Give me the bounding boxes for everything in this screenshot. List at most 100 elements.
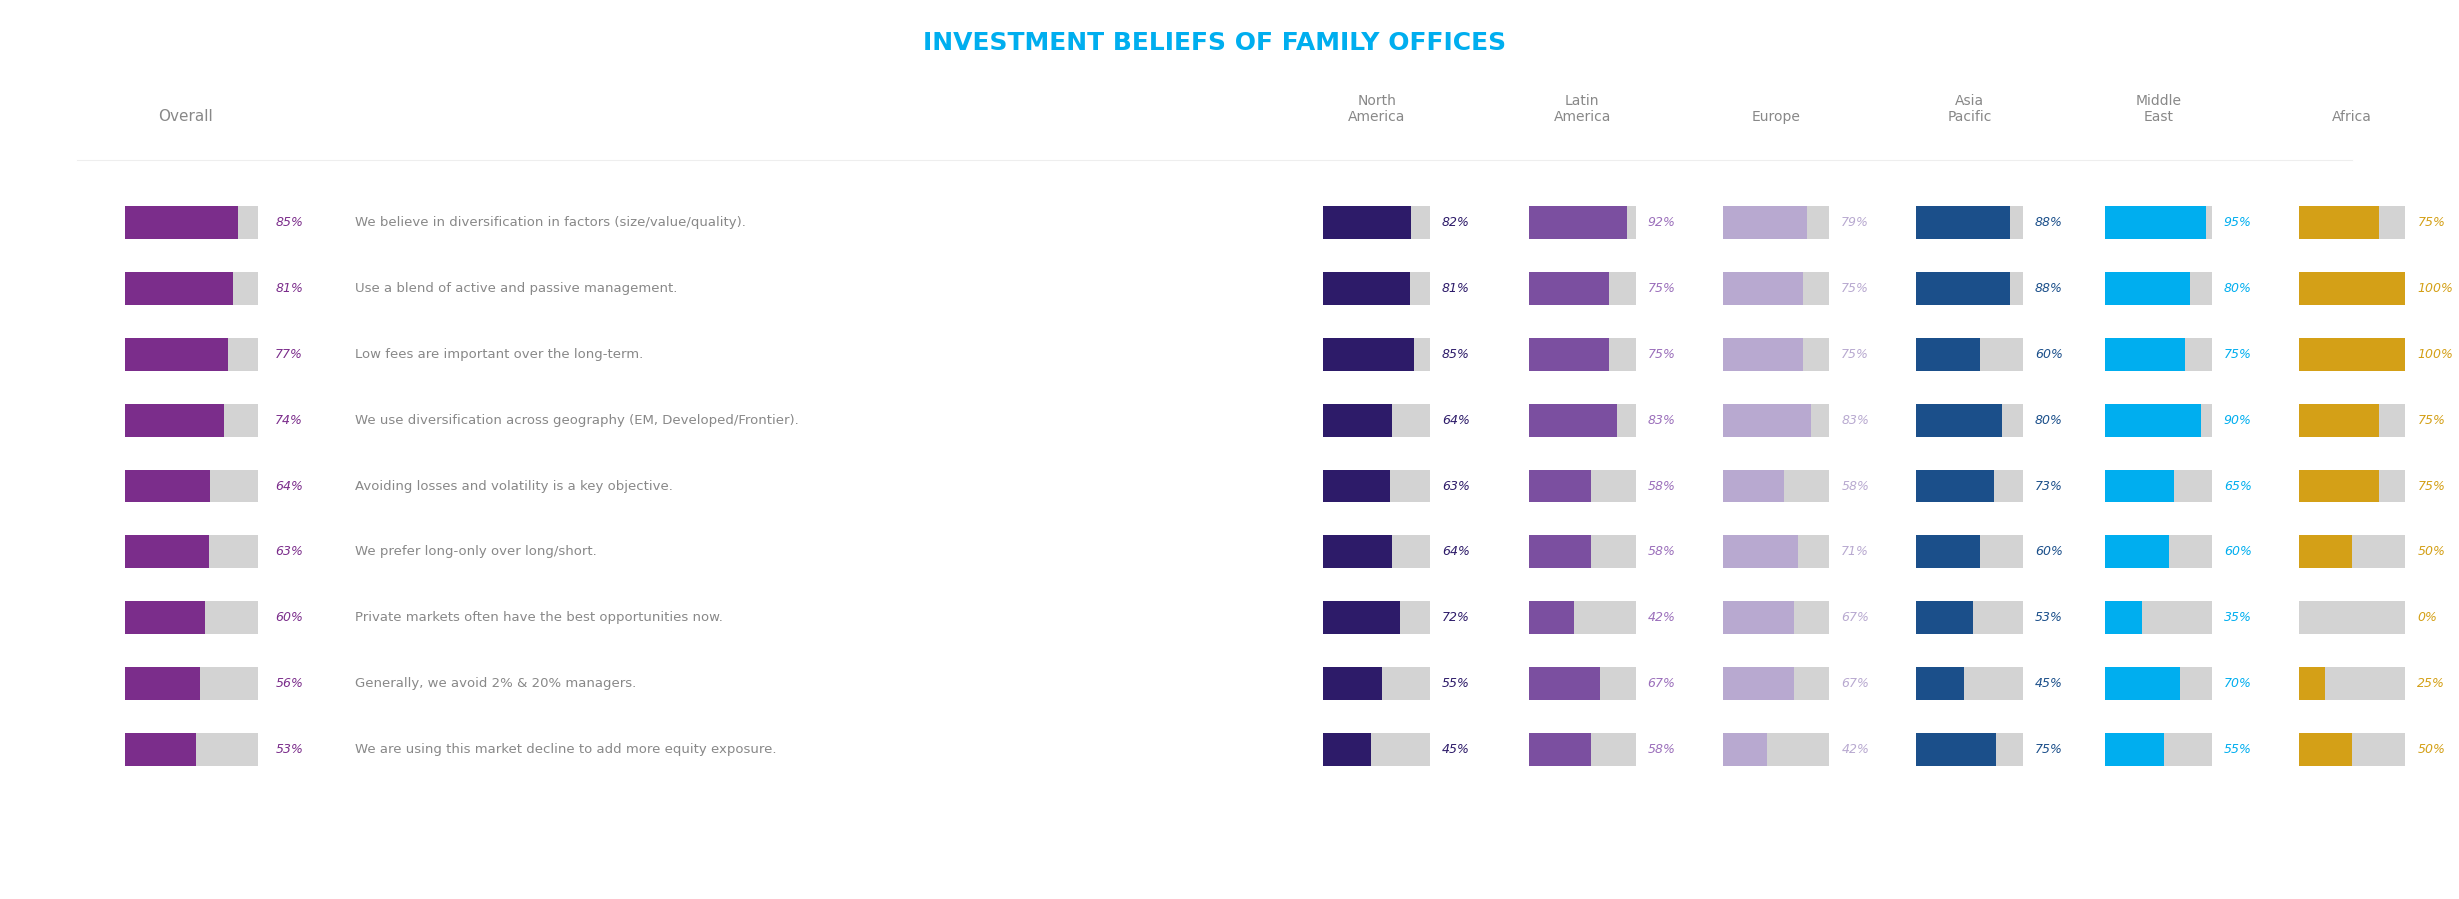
Text: 55%: 55% bbox=[2223, 743, 2252, 756]
Bar bbox=[1529, 271, 1635, 305]
Bar bbox=[2299, 601, 2405, 635]
Text: Avoiding losses and volatility is a key objective.: Avoiding losses and volatility is a key … bbox=[354, 479, 674, 493]
Bar bbox=[125, 667, 199, 700]
Bar bbox=[1529, 404, 1635, 437]
Bar bbox=[1724, 338, 1802, 370]
Text: Asia
Pacific: Asia Pacific bbox=[1948, 94, 1992, 124]
Bar bbox=[1529, 338, 1608, 370]
Bar bbox=[1323, 404, 1429, 437]
Bar bbox=[2105, 404, 2201, 437]
Bar bbox=[1529, 404, 1618, 437]
Text: 80%: 80% bbox=[2036, 414, 2063, 427]
Bar bbox=[1916, 601, 1972, 635]
Bar bbox=[2105, 271, 2211, 305]
Text: 45%: 45% bbox=[2036, 677, 2063, 690]
Text: Low fees are important over the long-term.: Low fees are important over the long-ter… bbox=[354, 348, 644, 360]
Bar bbox=[2105, 469, 2211, 503]
Bar bbox=[2299, 536, 2353, 568]
Bar bbox=[1916, 271, 2024, 305]
Text: 81%: 81% bbox=[275, 281, 302, 295]
Bar bbox=[125, 734, 197, 766]
Text: 80%: 80% bbox=[2223, 281, 2252, 295]
Bar bbox=[1916, 338, 1979, 370]
Bar bbox=[2105, 469, 2174, 503]
Text: 79%: 79% bbox=[1842, 216, 1869, 229]
Bar bbox=[125, 338, 258, 370]
Text: North
America: North America bbox=[1348, 94, 1404, 124]
Bar bbox=[2105, 601, 2211, 635]
Bar bbox=[2299, 469, 2405, 503]
Text: Africa: Africa bbox=[2331, 111, 2373, 124]
Bar bbox=[2105, 667, 2211, 700]
Bar bbox=[1724, 601, 1795, 635]
Bar bbox=[1323, 734, 1372, 766]
Bar bbox=[1529, 536, 1635, 568]
Text: Private markets often have the best opportunities now.: Private markets often have the best oppo… bbox=[354, 611, 723, 624]
Text: 75%: 75% bbox=[2417, 479, 2444, 493]
Text: 67%: 67% bbox=[1842, 677, 1869, 690]
Text: 42%: 42% bbox=[1842, 743, 1869, 756]
Text: 64%: 64% bbox=[1441, 414, 1470, 427]
Bar bbox=[1916, 206, 2009, 239]
Bar bbox=[1323, 667, 1429, 700]
Text: 67%: 67% bbox=[1842, 611, 1869, 624]
Text: 75%: 75% bbox=[2036, 743, 2063, 756]
Bar bbox=[1323, 469, 1389, 503]
Bar bbox=[2299, 271, 2405, 305]
Text: 95%: 95% bbox=[2223, 216, 2252, 229]
Bar bbox=[125, 206, 239, 239]
Bar bbox=[1724, 404, 1812, 437]
Bar bbox=[1916, 601, 2024, 635]
Text: We prefer long-only over long/short.: We prefer long-only over long/short. bbox=[354, 546, 598, 558]
Bar bbox=[1323, 469, 1429, 503]
Bar bbox=[1323, 404, 1392, 437]
Bar bbox=[1724, 667, 1795, 700]
Text: 88%: 88% bbox=[2036, 216, 2063, 229]
Text: 100%: 100% bbox=[2417, 348, 2454, 360]
Bar bbox=[1916, 469, 2024, 503]
Text: 60%: 60% bbox=[2223, 546, 2252, 558]
Text: Europe: Europe bbox=[1751, 111, 1800, 124]
Text: Overall: Overall bbox=[157, 110, 214, 124]
Text: 85%: 85% bbox=[1441, 348, 1470, 360]
Text: 58%: 58% bbox=[1648, 479, 1675, 493]
Bar bbox=[125, 536, 209, 568]
Bar bbox=[1323, 536, 1392, 568]
Text: 60%: 60% bbox=[275, 611, 302, 624]
Text: INVESTMENT BELIEFS OF FAMILY OFFICES: INVESTMENT BELIEFS OF FAMILY OFFICES bbox=[922, 31, 1505, 55]
Bar bbox=[125, 601, 204, 635]
Text: 75%: 75% bbox=[2417, 414, 2444, 427]
Bar bbox=[125, 404, 224, 437]
Text: 85%: 85% bbox=[275, 216, 302, 229]
Bar bbox=[1916, 536, 2024, 568]
Bar bbox=[1529, 601, 1635, 635]
Bar bbox=[2299, 404, 2405, 437]
Text: 64%: 64% bbox=[1441, 546, 1470, 558]
Text: 65%: 65% bbox=[2223, 479, 2252, 493]
Text: 81%: 81% bbox=[1441, 281, 1470, 295]
Text: 50%: 50% bbox=[2417, 743, 2444, 756]
Bar bbox=[2105, 404, 2211, 437]
Bar bbox=[2299, 271, 2405, 305]
Text: We use diversification across geography (EM, Developed/Frontier).: We use diversification across geography … bbox=[354, 414, 799, 427]
Bar bbox=[1724, 667, 1829, 700]
Text: 75%: 75% bbox=[1648, 281, 1675, 295]
Text: 42%: 42% bbox=[1648, 611, 1675, 624]
Text: 75%: 75% bbox=[2223, 348, 2252, 360]
Text: We are using this market decline to add more equity exposure.: We are using this market decline to add … bbox=[354, 743, 777, 756]
Bar bbox=[1724, 271, 1802, 305]
Bar bbox=[1724, 734, 1829, 766]
Bar bbox=[1529, 667, 1635, 700]
Bar bbox=[125, 338, 229, 370]
Bar bbox=[1724, 271, 1829, 305]
Text: 77%: 77% bbox=[275, 348, 302, 360]
Bar bbox=[125, 469, 258, 503]
Bar bbox=[2299, 536, 2405, 568]
Text: 73%: 73% bbox=[2036, 479, 2063, 493]
Bar bbox=[1323, 601, 1399, 635]
Bar bbox=[125, 601, 258, 635]
Bar bbox=[1323, 206, 1429, 239]
Bar bbox=[2105, 734, 2211, 766]
Bar bbox=[1529, 601, 1574, 635]
Text: 70%: 70% bbox=[2223, 677, 2252, 690]
